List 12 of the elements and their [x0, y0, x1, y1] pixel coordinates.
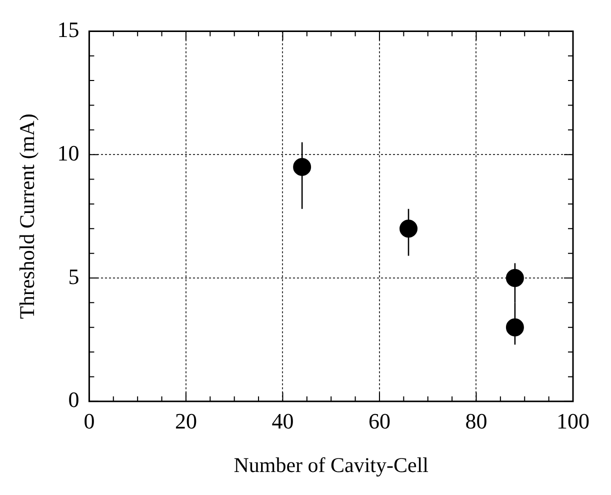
- x-tick-label: 80: [465, 408, 488, 434]
- y-tick-label: 10: [57, 140, 80, 166]
- x-tick-label: 60: [368, 408, 390, 434]
- y-tick-label: 15: [57, 16, 80, 42]
- y-tick-label: 5: [68, 264, 80, 289]
- y-tick-label: 0: [68, 387, 80, 412]
- x-tick-label: 0: [84, 408, 95, 434]
- x-tick-label: 100: [556, 408, 590, 434]
- x-tick-label: 40: [272, 408, 294, 434]
- x-axis-title: Number of Cavity-Cell: [234, 452, 429, 477]
- y-axis-title: Threshold Current (mA): [15, 114, 40, 319]
- x-tick-label: 20: [174, 408, 197, 434]
